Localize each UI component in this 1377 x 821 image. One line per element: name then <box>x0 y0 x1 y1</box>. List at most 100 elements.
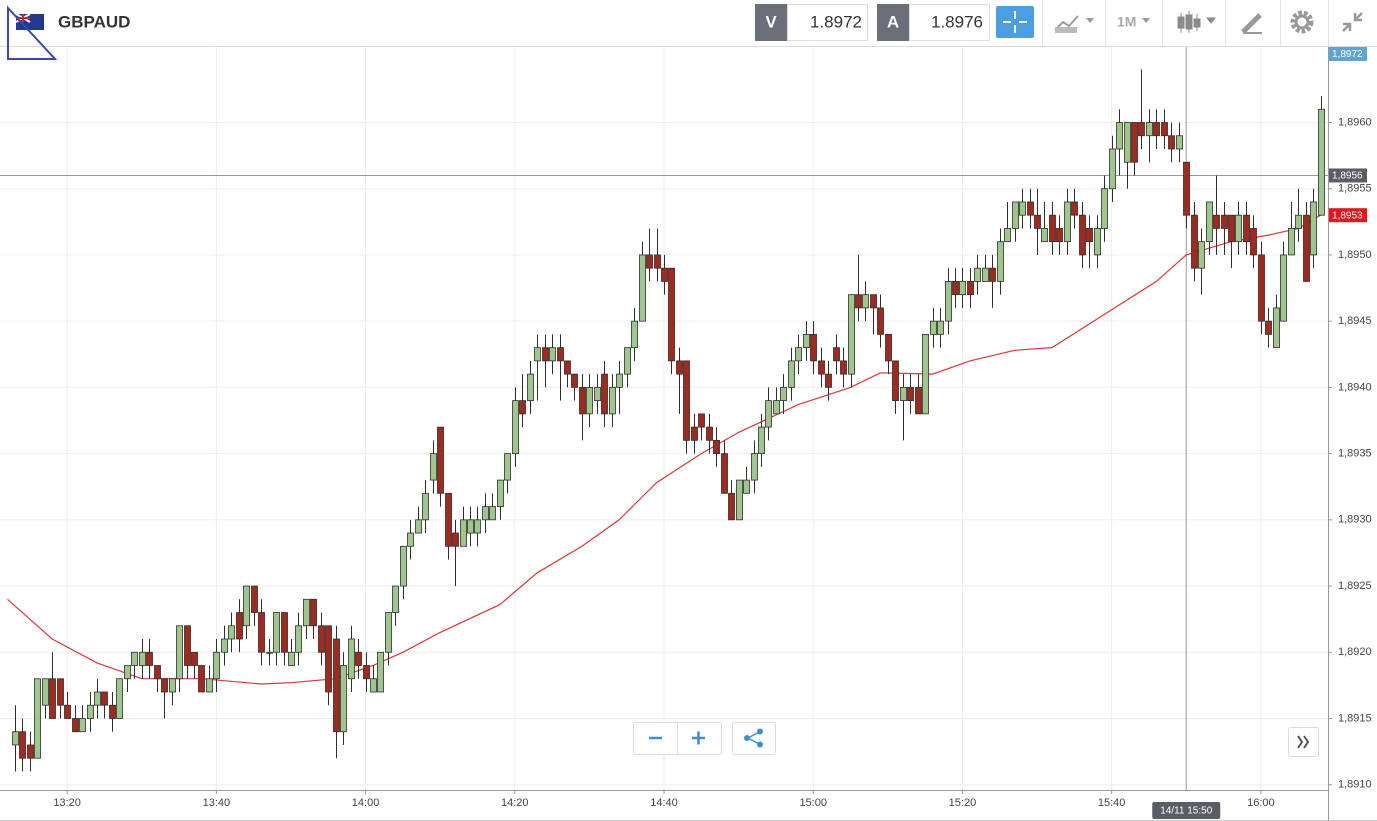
crosshair-button[interactable] <box>996 6 1034 38</box>
candle-body <box>646 254 653 269</box>
candle-body <box>601 373 608 415</box>
candle-body <box>982 267 989 282</box>
draw-button[interactable] <box>1241 13 1262 34</box>
candle-body <box>668 267 675 362</box>
candle-body <box>281 612 288 653</box>
share-button[interactable] <box>732 722 776 755</box>
candle-body <box>788 360 795 388</box>
candle-body <box>676 360 683 375</box>
candle-body <box>12 731 19 746</box>
x-tick-label: 13:20 <box>53 797 81 809</box>
candle-body <box>1280 254 1287 322</box>
candle-body <box>94 691 101 706</box>
bid-box[interactable] <box>787 4 868 41</box>
ask-box[interactable] <box>909 4 990 41</box>
candle-body <box>176 625 183 680</box>
candle-body <box>184 625 191 666</box>
candle-body <box>803 333 810 349</box>
chart-type-button[interactable] <box>1054 15 1094 33</box>
plot: 1,8910 1,8915 1,8920 1,8925 1,8930 1,8935 1,89… <box>0 47 1377 821</box>
candle-body <box>1086 228 1093 243</box>
candle-body <box>385 612 392 653</box>
moving-average <box>7 214 1321 685</box>
price-marker <box>1329 47 1367 61</box>
candle-body <box>751 453 758 481</box>
candle-body <box>27 744 34 759</box>
candle-body <box>818 360 825 375</box>
candle-body <box>698 413 705 428</box>
candle-body <box>974 267 981 282</box>
x-tick-label: 15:00 <box>799 797 827 809</box>
candle-body <box>288 651 295 666</box>
candle-body <box>1019 201 1026 216</box>
candle-body <box>870 294 877 309</box>
candle-body <box>639 254 646 322</box>
candle-body <box>437 426 444 494</box>
y-tick-label: 1,8935 <box>1338 448 1372 460</box>
collapse-button[interactable] <box>1342 12 1363 32</box>
candle-body <box>482 506 489 521</box>
candle-body <box>557 347 564 362</box>
candle-body <box>452 532 459 547</box>
candle-body <box>101 691 108 706</box>
candle-body <box>116 678 123 719</box>
candle-body <box>355 651 362 666</box>
candle-body <box>392 585 399 613</box>
candle-body <box>318 625 325 653</box>
candle-body <box>87 704 94 719</box>
candle-body <box>467 519 474 534</box>
candle-body <box>930 320 937 335</box>
candle-body <box>654 254 661 269</box>
candle-body <box>728 492 735 521</box>
timeframe-button[interactable]: 1M <box>1117 14 1150 30</box>
candle-body <box>504 453 511 481</box>
candle-body <box>594 386 601 402</box>
candle-body <box>1250 228 1257 256</box>
x-tick-label: 15:20 <box>949 797 977 809</box>
candle-body <box>206 678 213 693</box>
candle-body <box>489 506 496 521</box>
toolbar: GBPAUD V 1.8972 A 1.8976 1M <box>0 0 1377 60</box>
candle-body <box>810 333 817 362</box>
settings-button[interactable] <box>1290 10 1314 34</box>
candle-body <box>445 492 452 547</box>
candle-body <box>661 267 668 282</box>
candle-body <box>1310 201 1317 256</box>
candle-body <box>1116 122 1123 150</box>
candle-body <box>1221 214 1228 229</box>
y-tick-label: 1,8920 <box>1338 646 1372 658</box>
candle-body <box>840 360 847 375</box>
candle-body <box>1206 201 1213 243</box>
scroll-end-button[interactable] <box>1288 727 1319 757</box>
candle-body <box>370 678 377 693</box>
candle-body <box>1198 241 1205 269</box>
y-tick-label: 1,8950 <box>1338 249 1372 261</box>
candle-body <box>952 281 959 296</box>
y-tick-label: 1,8960 <box>1338 116 1372 128</box>
candle-body <box>251 585 258 613</box>
candle-body <box>310 598 317 627</box>
candle-body <box>1161 122 1168 137</box>
price-marker-label: 1,8953 <box>1332 210 1363 221</box>
y-tick-label: 1,8955 <box>1338 183 1372 195</box>
candle-body <box>228 625 235 640</box>
candle-type-button[interactable] <box>1177 11 1217 33</box>
candle-body <box>213 651 220 680</box>
candle-body <box>198 665 205 693</box>
candle-body <box>1027 201 1034 216</box>
candle-body <box>109 704 116 719</box>
candle-body <box>1318 108 1325 216</box>
candle-body <box>1071 201 1078 216</box>
zoom-in[interactable] <box>692 731 705 745</box>
candle-body <box>967 281 974 296</box>
candle-body <box>415 519 422 534</box>
candle-body <box>795 347 802 362</box>
candle-body <box>377 651 384 693</box>
timeframe: 1M <box>1117 14 1136 30</box>
toolbar-separators <box>1042 0 1329 46</box>
candle-body <box>900 386 907 402</box>
candle-body <box>460 519 467 547</box>
candle-body <box>736 479 743 521</box>
candle-body <box>549 347 556 362</box>
